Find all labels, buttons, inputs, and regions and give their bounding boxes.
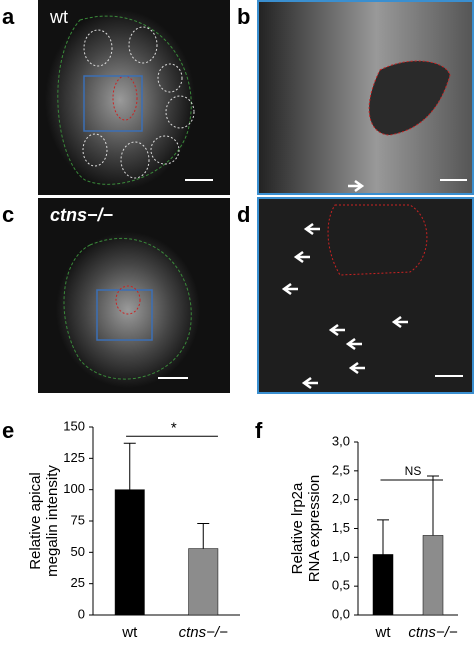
- panel-label: f: [255, 418, 263, 443]
- x-tick-label: ctns−/−: [179, 624, 228, 641]
- y-tick-label: 2,5: [332, 462, 350, 477]
- annotation: *: [171, 419, 177, 436]
- inset-box: [83, 75, 143, 132]
- annotation: NS: [405, 464, 422, 478]
- arrow: [348, 179, 365, 193]
- panel-label: d: [237, 202, 250, 227]
- y-axis-label: Relative lrp2a: [289, 482, 306, 574]
- panel-label: e: [2, 418, 14, 443]
- outline: [57, 15, 192, 185]
- error-bar: [123, 442, 136, 490]
- lumen-outline: [327, 204, 428, 276]
- panel-caption: wt: [49, 7, 68, 27]
- x-tick-label: wt: [375, 624, 392, 641]
- y-tick-label: 1,0: [332, 549, 350, 564]
- y-tick-label: 1,5: [332, 520, 350, 535]
- panel-caption: ctns−/−: [50, 205, 114, 225]
- tissue: [56, 232, 200, 388]
- y-tick-label: 2,0: [332, 491, 350, 506]
- error-bar: [377, 519, 389, 555]
- cell-outlines: [82, 26, 195, 179]
- micrograph: [257, 197, 474, 394]
- inset-box: [96, 289, 153, 341]
- arrows: [281, 222, 408, 390]
- panel-label: a: [2, 4, 15, 29]
- y-tick-label: 100: [63, 481, 85, 496]
- bar: [188, 548, 219, 616]
- panel-label: b: [237, 4, 250, 29]
- y-tick-label: 25: [71, 575, 85, 590]
- y-tick-label: 75: [71, 512, 85, 527]
- charts: e 0 25 50 75 100 125 150 Relative apical megalin …: [2, 418, 458, 641]
- y-axis-label: Relative apical: [27, 472, 44, 570]
- bar: [372, 554, 394, 616]
- tissue: [45, 10, 195, 190]
- y-tick-label: 0,0: [332, 606, 350, 621]
- x-tick-label: wt: [121, 624, 138, 641]
- y-tick-label: 50: [71, 544, 85, 559]
- y-axis-label: megalin intensity: [44, 465, 61, 577]
- y-tick-label: 150: [63, 418, 85, 433]
- lumen-outline: [368, 60, 451, 136]
- error-bar: [197, 523, 210, 549]
- y-axis-label: RNA expression: [306, 475, 323, 583]
- error-bar: [427, 475, 439, 536]
- y-tick-label: 0: [78, 606, 85, 621]
- bar: [114, 489, 145, 616]
- panel-label: c: [2, 202, 14, 227]
- y-tick-label: 125: [63, 450, 85, 465]
- y-tick-label: 3,0: [332, 433, 350, 448]
- x-tick-label: ctns−/−: [408, 624, 457, 641]
- y-tick-label: 0,5: [332, 578, 350, 593]
- lumen-outline: [115, 285, 141, 315]
- bar: [422, 535, 444, 616]
- outline: [63, 237, 192, 380]
